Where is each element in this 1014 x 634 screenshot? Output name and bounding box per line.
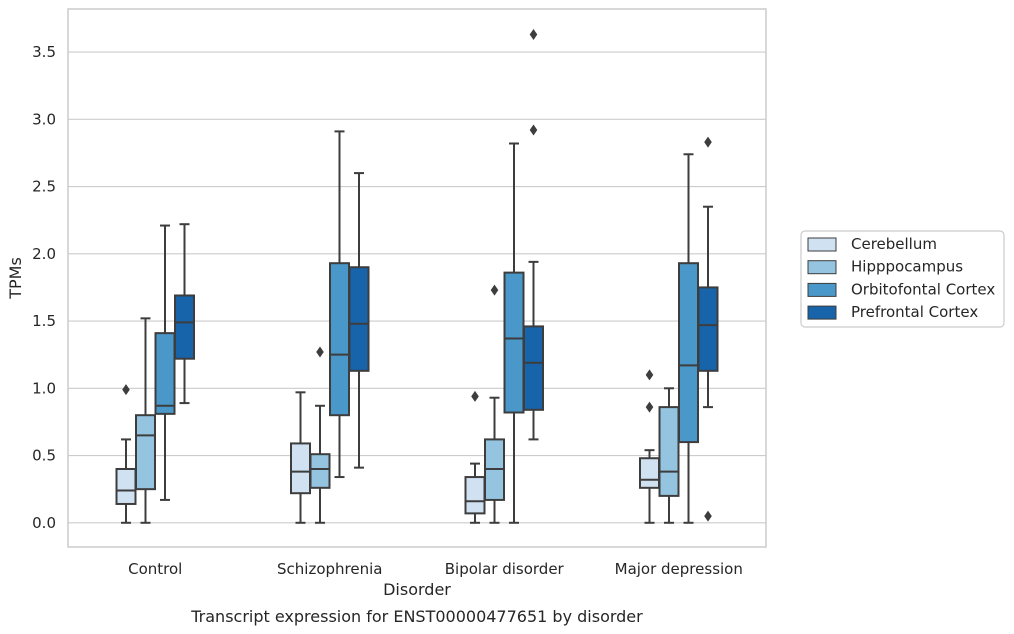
- box: [154, 332, 176, 415]
- box: [115, 467, 137, 505]
- y-tick-label: 0.5: [32, 447, 56, 465]
- y-tick-label: 3.5: [32, 43, 56, 61]
- x-tick-label: Bipolar disorder: [445, 560, 565, 578]
- x-axis-ticks: Control Schizophrenia Bipolar disorder Majo…: [128, 560, 743, 578]
- legend-swatch: [807, 305, 837, 320]
- x-tick-label: Control: [128, 560, 182, 578]
- plot-area: [115, 29, 719, 524]
- series-hipppocampus: [135, 284, 680, 524]
- box: [464, 476, 486, 515]
- box: [348, 266, 370, 372]
- outlier-point: [122, 384, 130, 396]
- series-orbitofontal-cortex: [154, 130, 699, 524]
- outlier-point: [645, 401, 654, 413]
- outlier-point: [490, 284, 499, 296]
- legend-label: Orbitofontal Cortex: [851, 280, 995, 298]
- box: [290, 442, 311, 495]
- box: [639, 457, 660, 489]
- x-axis-label: Disorder: [383, 580, 451, 599]
- box: [503, 271, 525, 414]
- box: [174, 294, 195, 360]
- y-tick-label: 1.5: [32, 312, 56, 330]
- outlier-point: [704, 136, 712, 148]
- legend-label: Prefrontal Cortex: [851, 303, 978, 321]
- outlier-point: [704, 510, 712, 522]
- legend: Cerebellum Hipppocampus Orbitofontal Corte…: [800, 230, 1005, 328]
- legend-swatch: [807, 282, 837, 297]
- box: [329, 262, 350, 417]
- outlier-point: [645, 369, 654, 381]
- legend-swatch: [807, 260, 837, 275]
- y-axis-label: TPMs: [6, 257, 25, 300]
- chart-caption: Transcript expression for ENST0000047765…: [190, 607, 643, 626]
- box: [523, 325, 544, 411]
- x-tick-label: Major depression: [615, 560, 743, 578]
- outlier-point: [529, 29, 538, 41]
- box: [697, 286, 719, 372]
- y-tick-label: 3.0: [32, 110, 56, 128]
- box: [678, 262, 699, 444]
- y-axis-ticks: 0.0 0.5 1.0 1.5 2.0 2.5 3.0 3.5: [32, 43, 56, 532]
- x-tick-label: Schizophrenia: [277, 560, 382, 578]
- y-tick-label: 2.0: [32, 245, 56, 263]
- outlier-point: [471, 390, 479, 402]
- box: [658, 406, 680, 497]
- legend-frame: [800, 230, 1005, 328]
- series-prefrontal-cortex: [174, 29, 719, 522]
- y-tick-label: 2.5: [32, 178, 56, 196]
- series-cerebellum: [115, 369, 660, 524]
- y-tick-label: 0.0: [32, 514, 56, 532]
- legend-swatch: [807, 237, 837, 252]
- outlier-point: [529, 124, 538, 136]
- box: [309, 453, 331, 489]
- legend-label: Cerebellum: [851, 235, 937, 253]
- outlier-point: [316, 346, 324, 358]
- y-tick-label: 1.0: [32, 379, 56, 397]
- legend-label: Hipppocampus: [851, 258, 963, 276]
- box: [135, 414, 156, 491]
- plot-frame: [67, 8, 767, 548]
